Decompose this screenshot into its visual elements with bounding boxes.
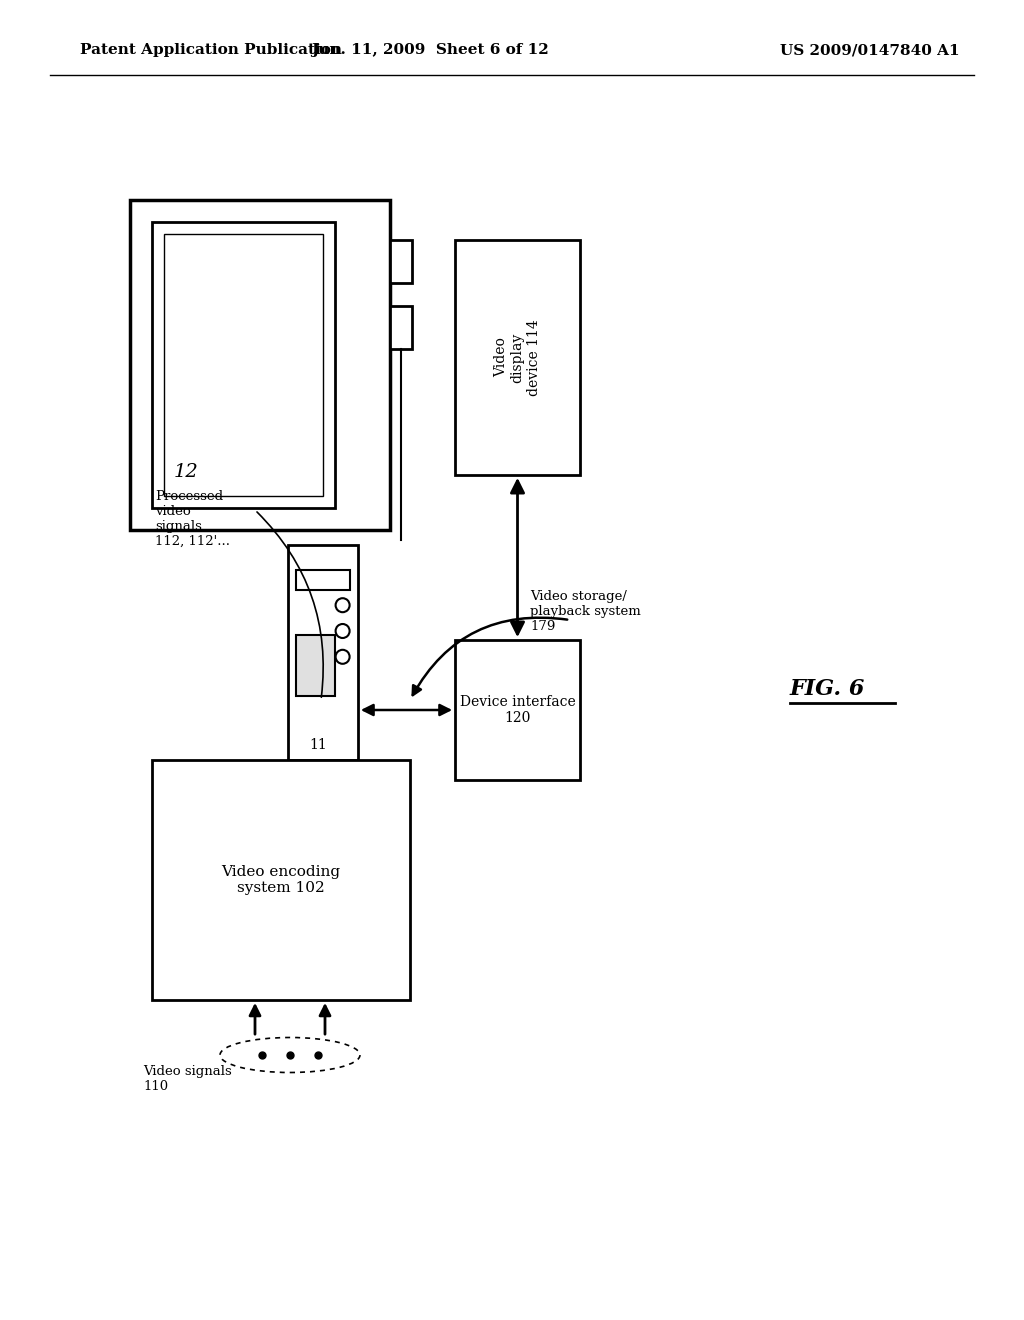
Text: Video
display
device 114: Video display device 114 xyxy=(495,319,541,396)
Bar xyxy=(455,240,580,475)
Bar xyxy=(390,240,412,282)
Bar xyxy=(164,234,323,496)
Text: Patent Application Publication: Patent Application Publication xyxy=(80,44,342,57)
Text: Device interface
120: Device interface 120 xyxy=(460,694,575,725)
Text: 12: 12 xyxy=(174,463,199,480)
Text: Jun. 11, 2009  Sheet 6 of 12: Jun. 11, 2009 Sheet 6 of 12 xyxy=(311,44,549,57)
Bar xyxy=(288,545,358,760)
Text: FIG. 6: FIG. 6 xyxy=(790,678,865,700)
Text: Video encoding
system 102: Video encoding system 102 xyxy=(221,865,341,895)
Text: Processed
video
signals
112, 112'...: Processed video signals 112, 112'... xyxy=(155,490,230,548)
Bar xyxy=(152,760,410,1001)
Text: 11: 11 xyxy=(309,738,327,752)
Bar xyxy=(455,640,580,780)
Bar xyxy=(296,570,350,590)
Text: US 2009/0147840 A1: US 2009/0147840 A1 xyxy=(780,44,961,57)
Bar xyxy=(296,635,335,696)
Text: Video storage/
playback system
179: Video storage/ playback system 179 xyxy=(530,590,641,634)
Bar xyxy=(152,222,335,508)
Bar xyxy=(390,306,412,348)
Text: Video signals
110: Video signals 110 xyxy=(143,1065,231,1093)
Bar xyxy=(130,201,390,531)
